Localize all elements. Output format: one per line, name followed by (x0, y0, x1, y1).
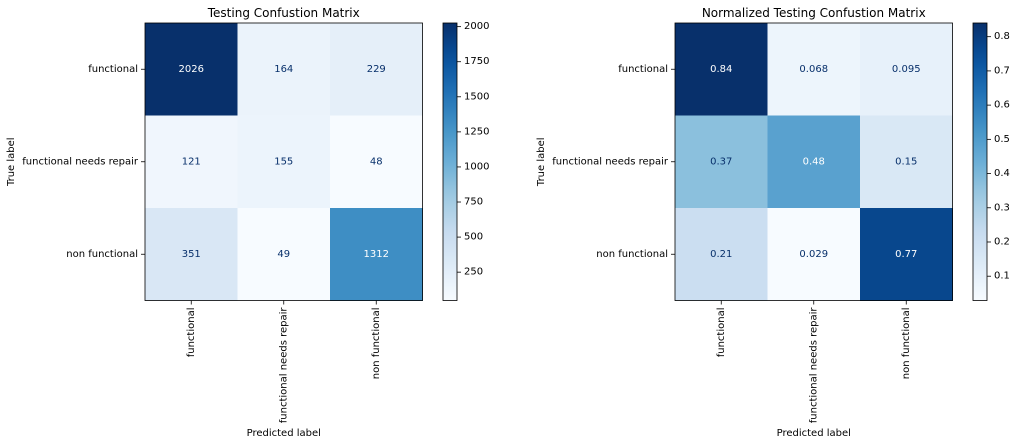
heatmap-cell (767, 208, 861, 301)
heatmap-cell (330, 23, 423, 116)
cell-value-label: 0.21 (710, 249, 732, 260)
colorbar-tick-label: 0.1 (994, 271, 1010, 282)
y-axis-label: True label (6, 137, 17, 187)
colorbar (442, 22, 458, 301)
x-axis-label: Predicted label (777, 428, 851, 439)
colorbar-tick-label: 1750 (464, 56, 489, 67)
y-tick-label: non functional (66, 249, 138, 260)
colorbar-tick-label: 0.4 (994, 168, 1010, 179)
cell-value-label: 351 (182, 249, 201, 260)
cell-value-label: 121 (182, 156, 201, 167)
x-tick-label: functional (716, 308, 727, 358)
cell-value-label: 0.029 (799, 249, 828, 260)
x-tick-label: non functional (371, 308, 382, 380)
cell-value-label: 0.77 (895, 249, 917, 260)
heatmap-cell (860, 23, 953, 116)
heatmap-cell (145, 115, 238, 209)
colorbar-tick-label: 0.7 (994, 65, 1010, 76)
heatmap-cell (767, 23, 861, 116)
cell-value-label: 2026 (179, 64, 204, 75)
heatmap-cell (767, 115, 861, 209)
chart-title: Normalized Testing Confustion Matrix (702, 6, 926, 20)
x-tick-label: functional needs repair (808, 307, 819, 424)
x-tick-label: non functional (901, 308, 912, 380)
colorbar-tick-label: 0.8 (994, 31, 1010, 42)
heatmap-cell (145, 208, 238, 301)
heatmap-cell (145, 23, 238, 116)
cell-value-label: 164 (274, 64, 293, 75)
colorbar (972, 22, 988, 301)
x-axis-label: Predicted label (247, 428, 321, 439)
y-tick-label: functional needs repair (552, 156, 669, 167)
cell-value-label: 48 (370, 156, 383, 167)
x-tick-label: functional needs repair (278, 307, 289, 424)
cell-value-label: 1312 (364, 249, 389, 260)
y-tick-label: non functional (596, 249, 668, 260)
confusion-matrix-1: Testing Confustion Matrix 2026 164 229 121 15… (6, 6, 489, 439)
y-tick-label: functional (618, 64, 668, 75)
heatmap-cell (675, 115, 768, 209)
heatmap-cell (860, 208, 953, 301)
heatmap-cell (860, 115, 953, 209)
colorbar-tick-label: 250 (464, 267, 483, 278)
colorbar-tick-label: 0.5 (994, 134, 1010, 145)
cell-value-label: 0.84 (710, 64, 732, 75)
colorbar-tick-label: 0.2 (994, 236, 1010, 247)
colorbar-tick-label: 1000 (464, 161, 489, 172)
y-tick-label: functional (88, 64, 138, 75)
confusion-matrix-2: Normalized Testing Confustion Matrix 0.84… (536, 6, 1010, 439)
colorbar-tick-label: 1250 (464, 126, 489, 137)
cell-value-label: 229 (367, 64, 386, 75)
heatmap-cell (675, 208, 768, 301)
cell-value-label: 0.15 (895, 156, 917, 167)
cell-value-label: 0.48 (803, 156, 825, 167)
heatmap-cell (237, 208, 331, 301)
heatmap-cell (330, 115, 423, 209)
colorbar-tick-label: 750 (464, 197, 483, 208)
heatmap-cell (237, 115, 331, 209)
cell-value-label: 0.068 (799, 64, 828, 75)
cell-value-label: 49 (277, 249, 290, 260)
cell-value-label: 155 (274, 156, 293, 167)
heatmap-cell (330, 208, 423, 301)
colorbar-tick-label: 1500 (464, 91, 489, 102)
heatmap-cell (237, 23, 331, 116)
cell-value-label: 0.37 (710, 156, 732, 167)
x-tick-label: functional (186, 308, 197, 358)
y-axis-label: True label (536, 137, 547, 187)
y-tick-label: functional needs repair (22, 156, 139, 167)
chart-title: Testing Confustion Matrix (207, 6, 360, 20)
colorbar-tick-label: 0.6 (994, 100, 1010, 111)
colorbar-tick-label: 500 (464, 232, 483, 243)
heatmap-cell (675, 23, 768, 116)
colorbar-tick-label: 2000 (464, 21, 489, 32)
cell-value-label: 0.095 (892, 64, 921, 75)
colorbar-tick-label: 0.3 (994, 202, 1010, 213)
